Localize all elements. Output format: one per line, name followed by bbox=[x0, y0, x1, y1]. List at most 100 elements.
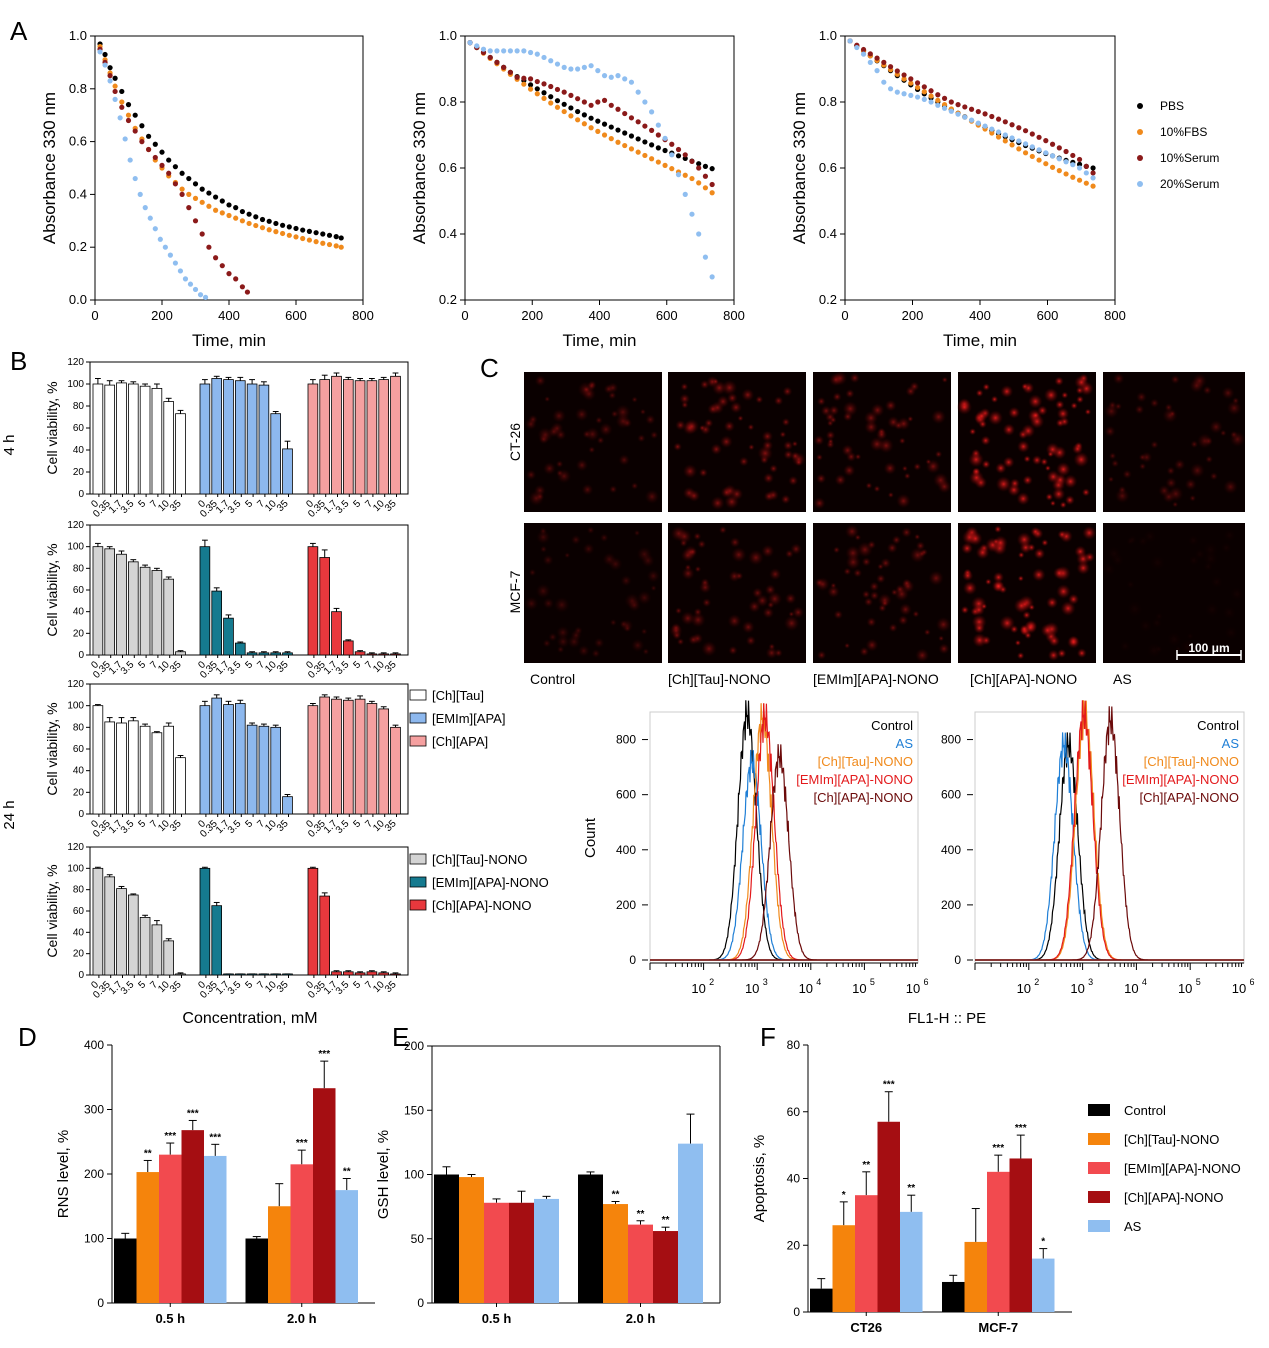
bar bbox=[127, 720, 139, 815]
cell-blob bbox=[570, 629, 582, 641]
flow-legend-label: AS bbox=[896, 736, 914, 751]
y-tick-label: 0.2 bbox=[69, 239, 87, 254]
cell-blob bbox=[923, 628, 931, 636]
data-point bbox=[127, 157, 133, 163]
data-point bbox=[1022, 141, 1029, 147]
cell-blob bbox=[609, 618, 617, 627]
cell-blob bbox=[751, 587, 764, 599]
cell-blob bbox=[1166, 632, 1182, 647]
data-point bbox=[244, 289, 251, 295]
data-point bbox=[125, 117, 132, 124]
data-point bbox=[588, 125, 594, 131]
cell-blob bbox=[735, 571, 744, 581]
data-point bbox=[534, 51, 540, 57]
data-point bbox=[187, 281, 194, 287]
data-point bbox=[709, 274, 715, 280]
cell-blob bbox=[1114, 488, 1130, 504]
cell-blob bbox=[899, 603, 912, 616]
cell-blob bbox=[925, 458, 932, 465]
cell-blob bbox=[975, 389, 984, 397]
data-point bbox=[928, 99, 934, 105]
cell-blob bbox=[912, 610, 920, 618]
cell-blob bbox=[599, 533, 609, 543]
cell-blob bbox=[747, 549, 764, 566]
x-axis-label: FL1-H :: PE bbox=[908, 1010, 986, 1027]
cell-blob bbox=[1188, 535, 1199, 546]
data-point bbox=[119, 99, 125, 105]
data-point bbox=[622, 130, 628, 136]
bar bbox=[390, 973, 401, 976]
data-point bbox=[300, 235, 306, 242]
cell-blob bbox=[637, 434, 646, 443]
cell-blob bbox=[779, 431, 787, 438]
y-tick-label: 40 bbox=[73, 927, 85, 938]
y-tick-label: 600 bbox=[616, 788, 636, 802]
cell-blob bbox=[1180, 639, 1196, 655]
significance-label: ** bbox=[612, 1189, 620, 1200]
data-point bbox=[313, 230, 319, 236]
data-point bbox=[901, 91, 907, 97]
cell-blob bbox=[582, 542, 595, 555]
data-point bbox=[1056, 145, 1062, 151]
x-tick-label: 0 bbox=[461, 308, 468, 323]
data-point bbox=[186, 205, 192, 211]
x-tick-label: 10 bbox=[1232, 981, 1246, 996]
significance-label: ** bbox=[637, 1209, 645, 1220]
bar bbox=[987, 1171, 1010, 1312]
cell-blob bbox=[536, 529, 551, 545]
x-tick-label: 200 bbox=[151, 308, 173, 323]
cell-blob bbox=[591, 649, 601, 658]
cell-blob bbox=[603, 384, 614, 395]
x-tick-exponent: 6 bbox=[923, 977, 928, 987]
data-point bbox=[608, 124, 614, 130]
cell-blob bbox=[990, 395, 999, 404]
cell-blob bbox=[866, 617, 877, 628]
y-tick-label: 0.2 bbox=[439, 292, 457, 307]
cell-blob bbox=[931, 409, 947, 425]
data-point bbox=[628, 79, 635, 85]
x-tick-label: 3.5 bbox=[334, 818, 352, 836]
flow-legend-label: [EMIm][APA]-NONO bbox=[796, 772, 913, 787]
cell-blob bbox=[1059, 501, 1067, 509]
x-tick-label: 5 bbox=[244, 498, 256, 510]
data-point bbox=[527, 86, 534, 92]
cell-blob bbox=[1070, 402, 1078, 410]
data-point bbox=[874, 55, 880, 61]
data-point bbox=[97, 49, 103, 55]
data-point bbox=[989, 126, 995, 132]
legend-marker bbox=[1137, 181, 1143, 187]
data-point bbox=[338, 235, 344, 241]
data-point bbox=[615, 106, 621, 112]
data-point bbox=[908, 80, 914, 86]
data-point bbox=[142, 205, 148, 211]
cell-blob bbox=[1189, 494, 1197, 502]
data-point bbox=[662, 135, 668, 141]
cell-blob bbox=[1055, 400, 1065, 410]
cell-blob bbox=[991, 579, 1005, 593]
data-point bbox=[635, 89, 641, 95]
data-point bbox=[608, 102, 614, 108]
cell-blob bbox=[1037, 405, 1048, 416]
cell-blob bbox=[564, 552, 571, 559]
cell-blob bbox=[697, 539, 707, 549]
bar bbox=[246, 724, 258, 815]
bar bbox=[175, 413, 186, 495]
bar bbox=[290, 1164, 313, 1303]
data-point bbox=[968, 106, 975, 112]
cell-blob bbox=[987, 410, 1004, 426]
cell-blob bbox=[898, 437, 906, 445]
data-point bbox=[1076, 165, 1083, 171]
legend-marker bbox=[1137, 155, 1143, 161]
cell-blob bbox=[1155, 612, 1164, 621]
cell-blob bbox=[1008, 406, 1021, 419]
cell-blob bbox=[875, 428, 888, 441]
cell-blob bbox=[1104, 425, 1116, 438]
significance-label: ** bbox=[343, 1167, 351, 1178]
x-tick-exponent: 6 bbox=[1249, 977, 1254, 987]
cell-blob bbox=[1061, 391, 1069, 399]
data-point bbox=[968, 117, 975, 123]
data-point bbox=[1036, 157, 1042, 163]
cell-blob bbox=[768, 643, 776, 651]
cell-blob bbox=[618, 454, 630, 466]
data-point bbox=[494, 59, 500, 65]
